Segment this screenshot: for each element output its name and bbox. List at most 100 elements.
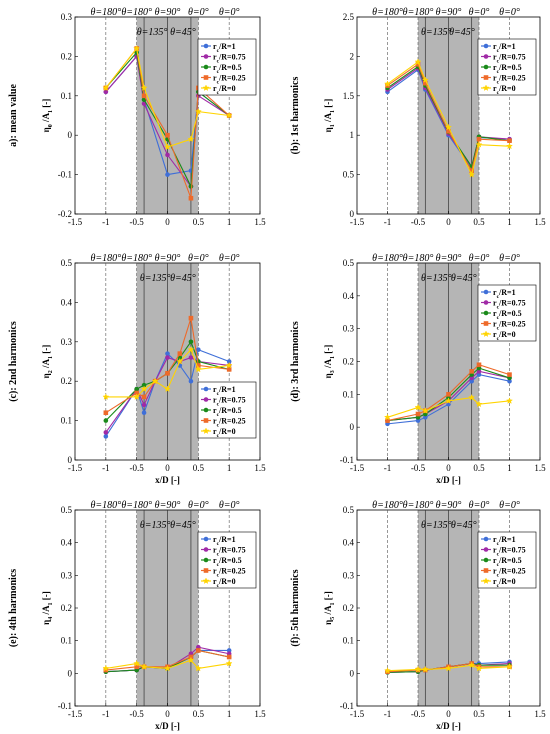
legend-marker [482,84,490,91]
data-point [140,663,148,670]
x-tick-label: -0.5 [130,463,145,473]
y-tick-label: -0.1 [58,701,72,711]
theta-label-mid: θ=135° [421,27,452,38]
legend-marker [203,397,209,402]
data-point [444,123,453,131]
x-tick-label: -1.5 [350,217,365,227]
y-tick-label: 0.5 [343,505,355,515]
x-tick-label: -0.5 [130,217,145,227]
x-tick-label: -1 [102,217,110,227]
data-point [383,80,392,87]
x-tick-label: 0 [165,217,170,227]
x-tick-label: -1 [384,217,392,227]
legend-label: rc/R=0 [493,577,516,589]
legend-marker [483,64,489,70]
y-tick-label: 0.4 [343,538,355,548]
legend-label: rc/R=0.75 [493,53,526,65]
legend-label: rc/R=0.75 [213,546,246,558]
legend-label: rc/R=0.5 [213,556,242,568]
legend-label: rc/R=0.25 [493,320,526,332]
x-tick-label: -0.5 [411,463,426,473]
data-point [134,390,139,396]
x-tick-label: 1.5 [254,463,266,473]
theta-label-top: θ=0° [188,7,209,18]
y-tick-label: 0.2 [61,376,72,386]
x-tick-label: 1 [227,217,232,227]
x-tick-label: 1.5 [534,709,546,719]
legend-marker [482,330,490,337]
data-point [414,665,422,673]
data-point [383,667,392,674]
y-label-subscript-2: 1 [330,356,336,359]
data-point [384,413,391,421]
data-point [103,434,109,439]
y-label-subscript-2: 1 [48,602,54,605]
y-tick-label: 0.5 [61,505,73,515]
x-tick-label: 1.5 [254,709,266,719]
x-tick-label: -0.5 [411,709,426,719]
x-tick-label: 0.5 [193,463,205,473]
data-point [165,351,170,356]
data-point [176,357,184,365]
y-tick-label: 0 [68,130,73,140]
data-point [102,393,110,400]
data-point [187,345,195,353]
data-point [103,410,109,416]
y-tick-label: -0.2 [58,209,72,219]
data-point [421,76,429,84]
legend-marker [203,536,209,542]
x-tick-label: 0 [165,463,170,473]
legend-label: rc/R=0.75 [213,396,246,408]
data-point [423,415,428,420]
theta-label-top: θ=180° [121,7,152,18]
legend-label: rc/R=0.5 [213,406,242,418]
panel-6: -1.5 -1 -0.5 0 0.5 1 1.5 -0.1 0 0.1 0.2 0.3 0.4 0.5 x/… [290,500,546,731]
theta-label-top: θ=180° [403,500,434,511]
legend-label: rc/R=0.25 [213,74,246,86]
data-point [141,93,147,99]
x-tick-label: 0 [446,463,451,473]
data-point [421,407,429,414]
x-tick-label: 1.5 [534,217,546,227]
data-point [151,377,159,385]
data-point [188,355,194,360]
y-label-unit: [-] [323,591,333,602]
theta-label-top: θ=180° [403,7,434,18]
y-tick-label: 0.5 [61,258,73,268]
data-point [134,386,139,392]
y-label-divisor: /A [323,112,333,124]
y-tick-label: 0.1 [343,636,354,646]
y-label-divisor: /A [41,605,51,617]
data-point [103,89,109,95]
data-point [177,351,183,356]
y-label-subscript: 3 [330,370,336,373]
y-label-symbol: η [323,127,333,132]
theta-label-mid: θ=45° [170,520,196,531]
data-point [188,378,194,384]
x-tick-label: 1 [507,709,512,719]
data-point [165,371,170,376]
data-point [225,111,233,119]
panel-label: (f): 5th harmonics [290,569,301,646]
legend-marker [203,64,209,70]
data-point [103,667,109,673]
data-point [141,394,147,400]
legend-marker [203,547,209,552]
y-axis-label: η3 /A1 [-] [323,345,336,379]
theta-label-top: θ=0° [469,7,490,18]
data-point [444,397,453,404]
theta-label-top: θ=180° [121,253,152,264]
legend-marker [483,321,489,326]
data-point [446,128,451,134]
theta-label-top: θ=180° [403,253,434,264]
x-tick-label: -1 [102,463,110,473]
y-label-unit: [-] [323,345,333,356]
data-point [141,410,147,416]
legend-marker [202,577,210,584]
legend-marker [203,386,209,392]
y-label-symbol: η [323,373,333,378]
theta-label-top: θ=0° [499,500,520,511]
y-tick-label: 0.4 [61,297,73,307]
